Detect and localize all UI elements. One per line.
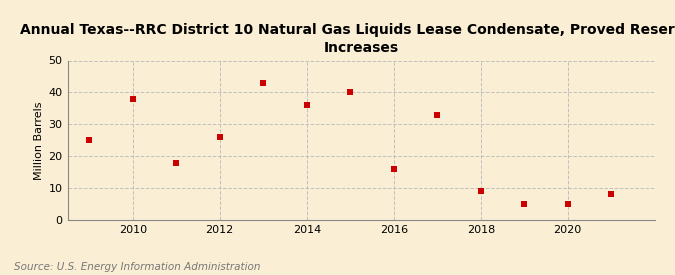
Point — [171, 160, 182, 165]
Point — [345, 90, 356, 95]
Point — [606, 192, 617, 197]
Point — [519, 202, 530, 206]
Text: Source: U.S. Energy Information Administration: Source: U.S. Energy Information Administ… — [14, 262, 260, 272]
Point — [475, 189, 486, 194]
Point — [432, 112, 443, 117]
Point — [562, 202, 573, 206]
Point — [388, 167, 399, 171]
Point — [258, 81, 269, 85]
Title: Annual Texas--RRC District 10 Natural Gas Liquids Lease Condensate, Proved Reser: Annual Texas--RRC District 10 Natural Ga… — [20, 23, 675, 55]
Point — [128, 97, 138, 101]
Point — [301, 103, 312, 107]
Point — [215, 135, 225, 139]
Point — [84, 138, 95, 142]
Y-axis label: Million Barrels: Million Barrels — [34, 101, 45, 180]
